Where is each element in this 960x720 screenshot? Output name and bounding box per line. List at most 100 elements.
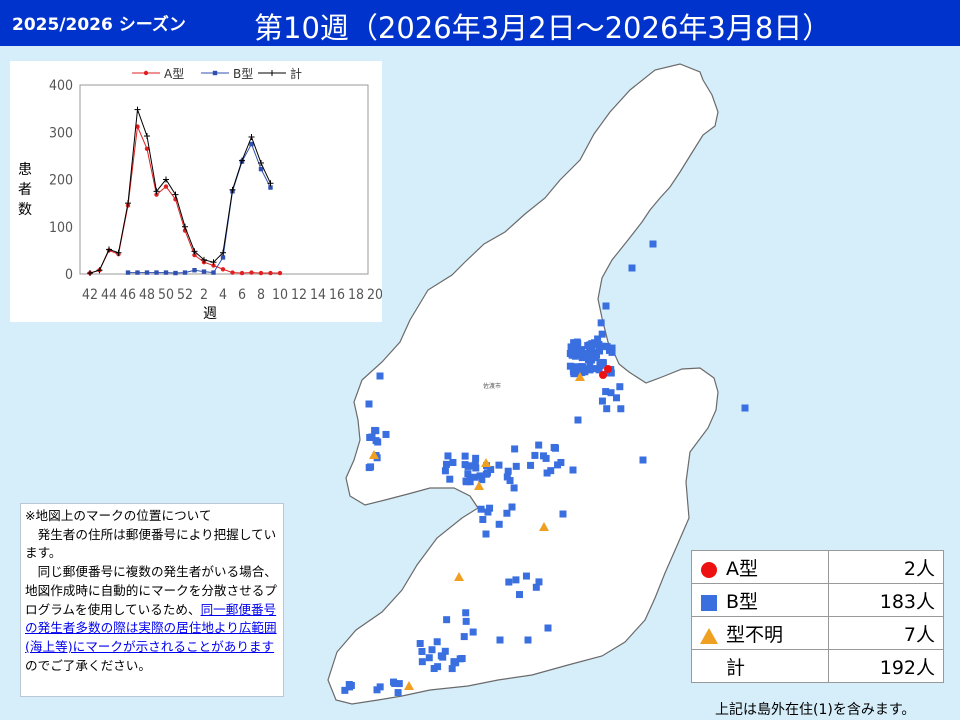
b-type-marker [496, 636, 504, 644]
b-type-marker [554, 461, 562, 469]
b-type-marker [598, 358, 606, 366]
data-point [249, 270, 254, 275]
b-type-marker [617, 405, 625, 413]
a-type-markers [599, 365, 612, 379]
legend-row-a: A型 2人 [691, 550, 944, 584]
b-type-marker [504, 467, 512, 475]
b-type-marker [469, 628, 477, 636]
legend-table: A型 2人 B型 183人 型不明 7人 計 192人 [691, 550, 944, 683]
data-point [220, 267, 226, 272]
footnote: 上記は島外在住(1)を含みます。 [715, 702, 916, 718]
b-type-marker [616, 383, 624, 391]
data-point [268, 185, 273, 190]
data-point [220, 255, 226, 260]
b-type-marker [573, 338, 581, 346]
b-type-marker [603, 405, 611, 413]
unknown-type-markers [369, 372, 585, 690]
b-type-marker [452, 659, 460, 667]
b-type-marker [581, 368, 589, 376]
city-label: 佐渡市 [483, 383, 502, 390]
b-type-marker [416, 640, 424, 648]
b-type-marker [433, 638, 441, 646]
b-type-marker [477, 505, 485, 513]
b-type-marker [365, 400, 373, 408]
b-type-marker [482, 530, 490, 538]
b-type-marker [531, 451, 539, 459]
legend-entry: 計 [290, 66, 302, 81]
data-point [173, 270, 178, 276]
b-type-marker [601, 342, 609, 350]
b-type-marker [341, 686, 349, 694]
unknown-type-marker [539, 522, 549, 531]
x-tick-label: 44 [101, 287, 117, 303]
legend-label-b: B型 [726, 590, 759, 613]
b-type-marker [607, 389, 615, 397]
b-type-marker [495, 520, 503, 528]
y-axis-label-char: 者 [18, 182, 32, 198]
b-type-marker [584, 341, 592, 349]
b-type-marker [551, 444, 559, 452]
x-tick-label: 20 [367, 287, 382, 303]
legend-label-unknown: 型不明 [726, 623, 784, 646]
b-type-marker [607, 369, 615, 377]
data-point [268, 270, 273, 276]
b-type-marker [595, 366, 603, 374]
b-type-marker [462, 609, 470, 617]
data-point [249, 141, 254, 147]
b-type-marker [613, 394, 621, 402]
b-type-marker [466, 478, 474, 486]
b-type-marker [376, 372, 384, 380]
b-type-marker [559, 510, 567, 518]
note-link[interactable]: 同一郵便番号の発生者多数の際は実際の居住地より広範囲(海上等)にマークが示される… [25, 601, 277, 654]
y-tick-label: 400 [49, 78, 73, 94]
note-tail: のでご了承ください。 [25, 657, 151, 673]
data-point [163, 184, 169, 189]
b-type-marker [594, 335, 602, 343]
b-type-marker [597, 319, 605, 327]
b-type-marker [461, 452, 469, 460]
x-tick-label: 16 [329, 287, 345, 303]
legend-label-total: 計 [726, 656, 746, 679]
season-label: 2025/2026 シーズン [12, 15, 186, 35]
b-type-marker [470, 473, 478, 481]
data-point [211, 263, 216, 268]
b-type-marker [524, 636, 532, 644]
b-type-marker [508, 503, 516, 511]
data-point [258, 270, 264, 276]
unknown-type-marker [404, 681, 414, 690]
b-type-marker [372, 427, 380, 435]
b-type-marker [544, 624, 552, 632]
x-tick-label: 4 [219, 287, 227, 303]
unknown-type-marker [474, 481, 484, 490]
blue-square-icon [692, 591, 726, 613]
b-type-marker [482, 470, 490, 478]
b-type-marker [586, 362, 594, 370]
b-type-marker [437, 652, 445, 660]
b-type-marker [372, 437, 380, 445]
b-type-marker [487, 466, 495, 474]
b-type-marker [462, 478, 470, 486]
b-type-marker [503, 473, 511, 481]
b-type-marker [442, 460, 450, 468]
b-type-marker [382, 430, 390, 438]
y-tick-label: 100 [49, 220, 73, 236]
b-type-marker [376, 683, 384, 691]
data-point [201, 269, 207, 274]
b-type-marker [639, 456, 647, 464]
b-type-marker [586, 366, 594, 374]
data-point [192, 252, 197, 258]
x-tick-label: 42 [82, 287, 98, 303]
data-point [239, 270, 245, 276]
unknown-type-marker [481, 458, 491, 467]
b-type-marker [515, 591, 523, 599]
b-type-marker [441, 467, 449, 475]
data-point [258, 166, 264, 172]
b-type-marker [510, 484, 518, 492]
b-type-marker [569, 366, 577, 374]
b-type-marker [418, 658, 426, 666]
legend-count-b: 183人 [828, 583, 944, 617]
data-point [144, 270, 150, 275]
b-type-marker [572, 345, 580, 353]
b-type-marker [569, 466, 577, 474]
